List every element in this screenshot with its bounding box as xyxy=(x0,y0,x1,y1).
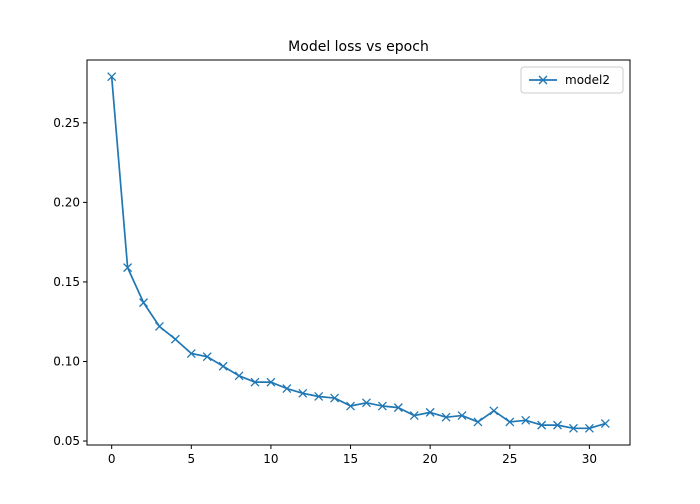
data-point xyxy=(584,423,594,433)
x-tick-label: 10 xyxy=(263,452,278,466)
data-point xyxy=(266,377,276,387)
data-point xyxy=(457,411,467,421)
legend: model2 xyxy=(520,66,624,94)
data-point xyxy=(362,398,371,408)
data-point xyxy=(107,72,117,82)
data-point xyxy=(250,377,260,387)
data-point xyxy=(489,406,499,416)
y-tick-label: 0.05 xyxy=(53,434,80,448)
data-point xyxy=(218,361,228,371)
series-line-model2 xyxy=(110,76,606,430)
plot-frame xyxy=(86,59,631,446)
data-point xyxy=(600,419,610,428)
data-point xyxy=(139,298,148,308)
x-tick-label: 15 xyxy=(343,452,358,466)
data-point xyxy=(346,401,355,411)
plot-area xyxy=(86,59,631,446)
y-tick-label: 0.20 xyxy=(53,195,80,209)
data-point xyxy=(537,420,547,430)
data-point xyxy=(505,417,515,427)
x-tick-label: 0 xyxy=(108,452,116,466)
legend-box xyxy=(520,66,624,94)
data-point xyxy=(314,392,324,401)
data-point xyxy=(186,349,196,358)
data-point xyxy=(154,322,164,331)
data-point xyxy=(441,412,451,422)
data-point xyxy=(282,384,292,393)
y-tick-label: 0.10 xyxy=(53,354,80,368)
data-point xyxy=(170,334,180,344)
legend-marker xyxy=(538,75,548,85)
x-axis: 0 5 10 15 20 25 30 xyxy=(108,445,597,466)
data-point xyxy=(330,393,340,403)
data-point xyxy=(553,420,563,430)
data-point xyxy=(298,388,308,398)
data-point xyxy=(202,352,212,362)
y-tick-label: 0.15 xyxy=(53,275,80,289)
y-axis: 0.05 0.10 0.15 0.20 0.25 xyxy=(53,116,87,448)
data-point xyxy=(473,417,483,427)
data-point xyxy=(409,411,419,421)
data-point xyxy=(393,403,403,413)
data-point xyxy=(377,401,387,411)
y-tick-label: 0.25 xyxy=(53,116,80,130)
data-point xyxy=(123,263,133,273)
x-tick-label: 20 xyxy=(423,452,438,466)
x-tick-label: 30 xyxy=(582,452,597,466)
legend-label: model2 xyxy=(565,73,610,87)
data-point xyxy=(234,371,244,381)
x-tick-label: 25 xyxy=(502,452,517,466)
data-point xyxy=(521,415,531,425)
chart-title: Model loss vs epoch xyxy=(288,39,429,55)
data-point xyxy=(425,407,435,417)
data-point xyxy=(569,423,578,433)
x-tick-label: 5 xyxy=(187,452,195,466)
